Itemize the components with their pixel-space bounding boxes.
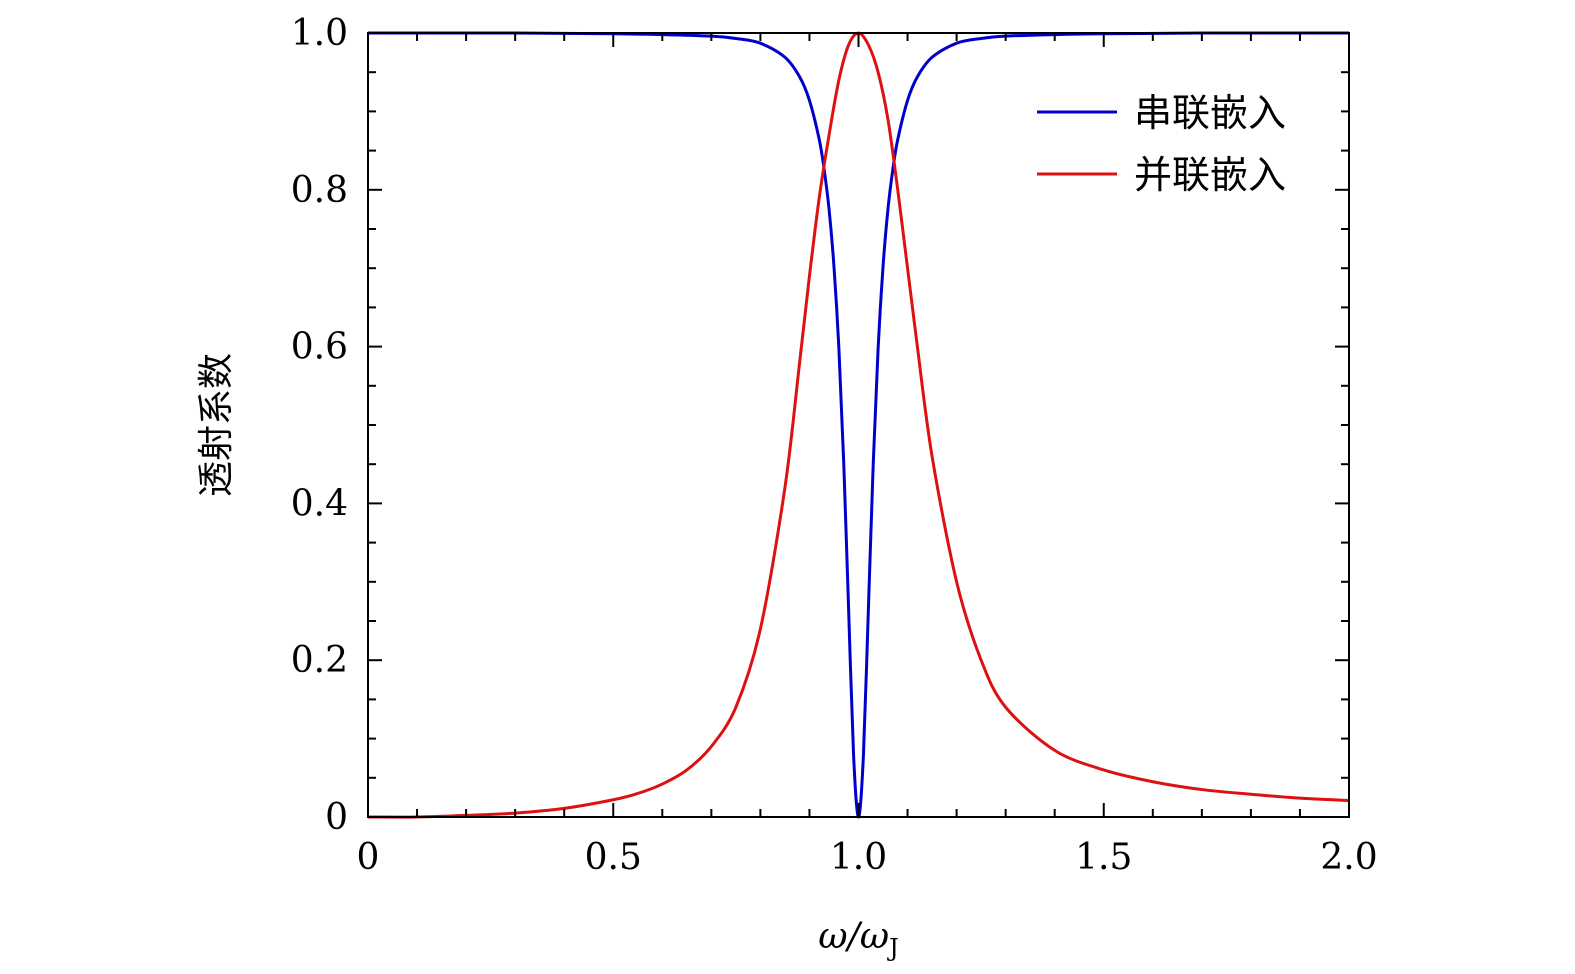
x-tick-label: 1.0 bbox=[830, 837, 887, 878]
series-line-2 bbox=[367, 31, 1350, 819]
x-axis-title-sub: J bbox=[886, 934, 899, 962]
y-tick-label: 0.8 bbox=[291, 170, 348, 211]
y-axis-title: 透射系数 bbox=[196, 353, 237, 497]
y-tick-label: 1.0 bbox=[291, 13, 348, 54]
x-axis-title-main: ω/ω bbox=[818, 916, 889, 957]
legend-label-2: 并联嵌入 bbox=[1134, 153, 1286, 197]
x-tick-label: 1.5 bbox=[1075, 837, 1132, 878]
y-tick-label: 0.2 bbox=[291, 640, 348, 681]
x-axis-title: ω/ωJ bbox=[818, 916, 898, 962]
plot-frame bbox=[367, 32, 1350, 818]
tick-labels-layer: 0 0.5 1.0 1.5 2.0 0 0.2 0.4 0.6 0.8 1.0 bbox=[291, 13, 1378, 878]
y-tick-label: 0.6 bbox=[291, 327, 348, 368]
legend-label-1: 串联嵌入 bbox=[1134, 91, 1286, 135]
series-layer bbox=[367, 31, 1350, 819]
ticks-layer bbox=[367, 32, 1350, 818]
y-tick-label: 0.4 bbox=[291, 483, 348, 524]
x-tick-label: 2.0 bbox=[1320, 837, 1377, 878]
y-tick-label: 0 bbox=[325, 797, 348, 838]
x-tick-label: 0.5 bbox=[585, 837, 642, 878]
x-tick-label: 0 bbox=[357, 837, 380, 878]
series-line-1 bbox=[367, 31, 1350, 819]
